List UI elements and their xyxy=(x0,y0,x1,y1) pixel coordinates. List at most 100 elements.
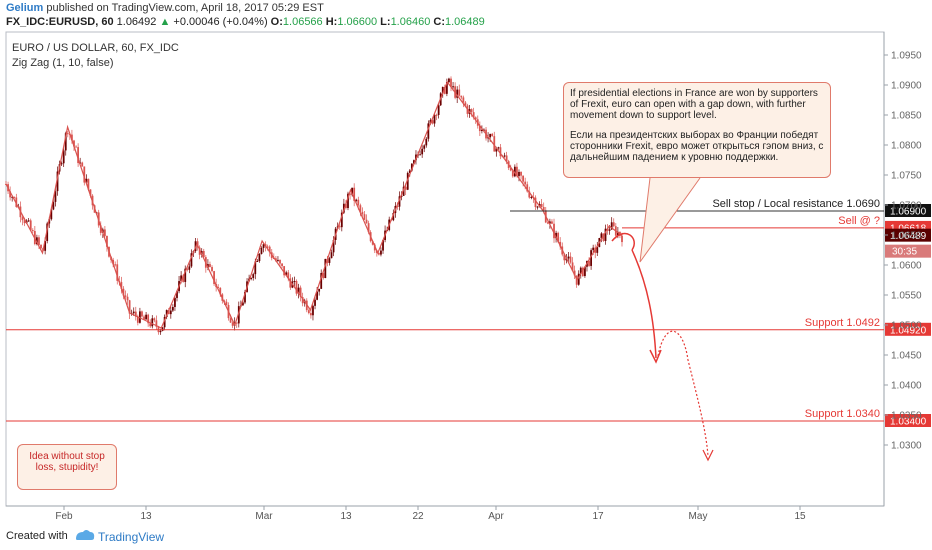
candle-body xyxy=(345,203,347,209)
indicator-legend[interactable]: Zig Zag (1, 10, false) xyxy=(12,57,114,69)
candle-body xyxy=(365,219,368,224)
candle-body xyxy=(413,160,415,164)
candle-body xyxy=(114,264,117,266)
candle-body xyxy=(289,278,292,288)
open-label: O: xyxy=(270,16,283,28)
candle-body xyxy=(408,170,411,173)
time-tick-label: Mar xyxy=(255,511,273,522)
candle-body xyxy=(310,313,312,316)
candle-body xyxy=(522,175,525,182)
candle-body xyxy=(182,275,185,282)
candle-body xyxy=(621,235,623,243)
low-value: 1.06460 xyxy=(390,16,431,28)
chart-legend-title: EURO / US DOLLAR, 60, FX_IDC xyxy=(12,42,179,54)
candle-body xyxy=(456,89,459,98)
candle-body xyxy=(338,226,341,228)
candle-body xyxy=(254,261,257,275)
candle-body xyxy=(478,125,481,132)
candle-body xyxy=(274,258,277,261)
candle-body xyxy=(50,209,53,220)
close-value: 1.06489 xyxy=(445,16,485,28)
candle-body xyxy=(151,318,154,327)
candle-body xyxy=(373,244,376,251)
arrow-head xyxy=(649,349,662,364)
candle-body xyxy=(73,140,75,147)
candle-body xyxy=(604,228,607,241)
time-tick-label: Feb xyxy=(55,511,73,522)
candle-body xyxy=(161,327,164,331)
warning-text: Idea without stop loss, stupidity! xyxy=(29,451,105,473)
candle-body xyxy=(122,288,125,296)
candle-body xyxy=(503,155,506,157)
dotted-arrow-head xyxy=(702,449,714,462)
candle-body xyxy=(163,316,166,328)
price-chart[interactable]: Sell stop / Local resistance 1.0690 1.069… xyxy=(0,0,932,522)
time-tick-label: May xyxy=(689,511,708,522)
candle-body xyxy=(202,250,205,258)
candle-body xyxy=(268,246,271,253)
candle-body xyxy=(258,253,261,262)
candle-body xyxy=(31,230,34,232)
candle-body xyxy=(85,178,88,183)
candle-body xyxy=(371,241,374,245)
candle-body xyxy=(518,171,520,176)
candle-body xyxy=(242,302,244,306)
candle-body xyxy=(260,248,263,254)
price-tag-label: 1.03400 xyxy=(890,417,927,428)
candle-body xyxy=(433,114,436,124)
candle-body xyxy=(551,221,553,224)
candle-body xyxy=(186,268,189,270)
price-axis[interactable]: 1.0950 1.0900 1.0850 1.0800 1.0750 1.0700 1.06… xyxy=(884,51,922,452)
price-tag xyxy=(885,414,931,427)
candle-body xyxy=(328,258,331,263)
author-name[interactable]: Gelium xyxy=(6,2,44,14)
price-tick-label: 1.0300 xyxy=(891,441,922,452)
publish-info: published on TradingView.com, April 18, … xyxy=(46,2,324,14)
candle-body xyxy=(584,266,586,277)
time-axis[interactable]: Feb 13 Mar 13 22 Apr 17 May 15 xyxy=(55,506,806,522)
candle-body xyxy=(136,316,139,323)
price-tick-label: 1.0450 xyxy=(891,351,922,362)
candle-body xyxy=(540,204,543,207)
symbol-label: FX_IDC:EURUSD, 60 xyxy=(6,16,114,28)
candle-body xyxy=(87,178,90,190)
price-tick-label: 1.0400 xyxy=(891,381,922,392)
candle-body xyxy=(36,237,38,245)
level-label: Sell @ ? xyxy=(838,215,880,227)
candle-body xyxy=(165,310,168,317)
candle-body xyxy=(21,217,24,221)
candle-body xyxy=(448,78,450,83)
up-arrow-icon: ▲ xyxy=(159,16,171,28)
candle-body xyxy=(349,193,351,195)
candle-body xyxy=(559,241,562,247)
price-tag-label: 1.04920 xyxy=(890,325,927,336)
candle-body xyxy=(54,191,57,202)
candle-body xyxy=(174,297,176,307)
candle-body xyxy=(497,147,500,149)
candle-body xyxy=(577,273,580,285)
candle-body xyxy=(608,229,611,231)
candle-body xyxy=(610,222,613,230)
level-label: Support 1.0492 xyxy=(805,317,880,329)
candle-body xyxy=(244,291,246,303)
candle-body xyxy=(330,252,333,259)
candle-body xyxy=(277,259,279,261)
candle-body xyxy=(520,171,522,176)
candle-body xyxy=(493,136,496,152)
candle-body xyxy=(402,186,405,196)
time-tick-label: 22 xyxy=(412,511,424,522)
candle-body xyxy=(400,195,403,197)
candle-body xyxy=(398,196,401,207)
candle-body xyxy=(209,264,211,268)
candle-body xyxy=(287,272,290,279)
candle-body xyxy=(415,154,417,161)
candle-body xyxy=(56,171,59,192)
tradingview-brand[interactable]: TradingView xyxy=(98,530,165,544)
candle-body xyxy=(592,247,595,251)
candle-body xyxy=(528,191,531,198)
candle-body xyxy=(297,287,300,294)
price-tag-label: 1.06900 xyxy=(890,207,927,218)
candle-body xyxy=(437,105,440,115)
candle-body xyxy=(380,250,382,255)
candle-body xyxy=(481,129,483,132)
